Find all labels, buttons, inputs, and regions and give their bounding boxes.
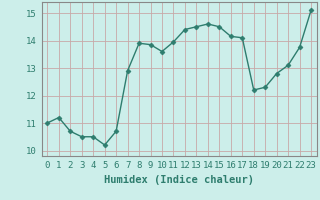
X-axis label: Humidex (Indice chaleur): Humidex (Indice chaleur) (104, 175, 254, 185)
